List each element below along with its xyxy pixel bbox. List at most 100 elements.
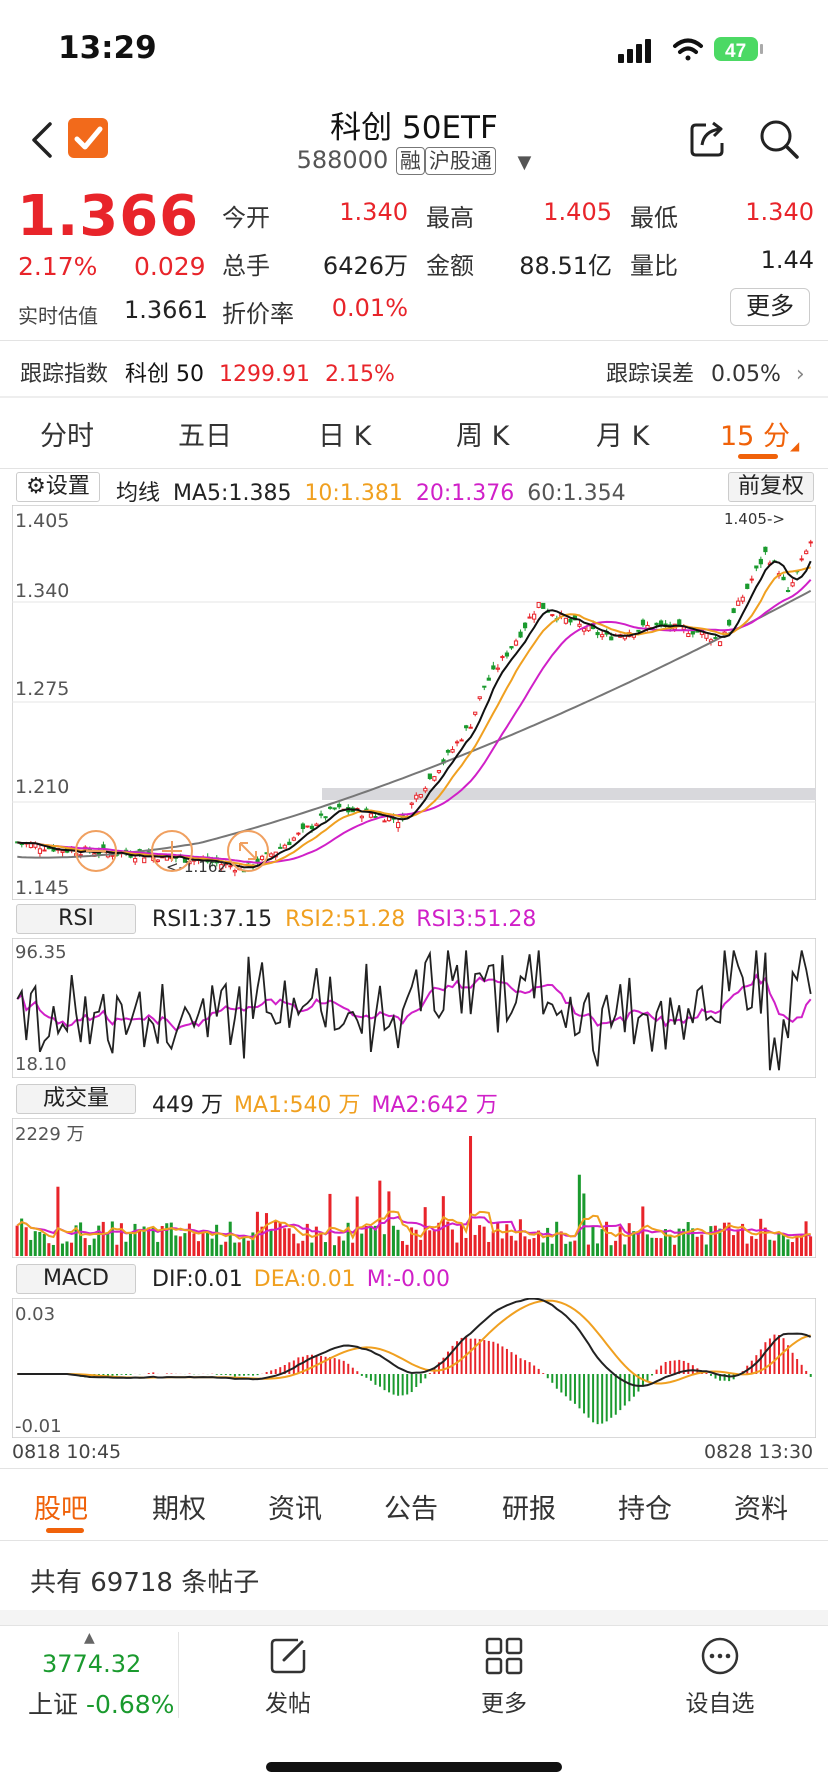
- tab-profile[interactable]: 资料: [734, 1494, 788, 1525]
- index-value[interactable]: 3774.32: [42, 1650, 142, 1678]
- volume-current: 449 万: [152, 1093, 223, 1118]
- macd-m: M:-0.00: [366, 1267, 451, 1292]
- macd-button[interactable]: MACD: [16, 1264, 136, 1294]
- volume-button[interactable]: 成交量: [16, 1084, 136, 1114]
- last-price: 1.366: [17, 184, 200, 249]
- share-icon[interactable]: [688, 119, 728, 159]
- back-icon[interactable]: [28, 120, 58, 160]
- edit-post-icon[interactable]: [268, 1636, 308, 1676]
- more-button[interactable]: 更多: [730, 288, 810, 326]
- macd-top-tick: 0.03: [15, 1304, 55, 1325]
- ellipsis-circle-icon[interactable]: [700, 1636, 740, 1676]
- dropdown-caret-icon[interactable]: ▼: [517, 152, 532, 173]
- tab-daily-k[interactable]: 日 K: [318, 421, 372, 452]
- caret-up-icon: ▲: [84, 1630, 95, 1646]
- time-axis-start: 0818 10:45: [12, 1441, 122, 1463]
- tracking-error[interactable]: 跟踪误差 0.05% ›: [606, 356, 805, 388]
- candlestick-chart[interactable]: 1.405 1.340 1.275 1.210 1.145 1.405-> <-…: [12, 505, 816, 900]
- tracking-error-label: 跟踪误差: [606, 362, 695, 387]
- zoom-in-icon[interactable]: [151, 830, 193, 872]
- ma10-value: 10:1.381: [304, 481, 403, 506]
- rsi-button[interactable]: RSI: [16, 904, 136, 934]
- rsi1-value: RSI1:37.15: [152, 907, 273, 932]
- tracking-error-value: 0.05%: [711, 362, 781, 387]
- amount-value: 88.51亿: [519, 252, 612, 280]
- volume-chart[interactable]: 2229 万: [12, 1118, 816, 1258]
- volume-ma1-line: [16, 1210, 811, 1241]
- divider: [178, 1632, 179, 1718]
- stock-logo-icon: [68, 118, 108, 158]
- divider: [0, 340, 828, 341]
- ma-legend: 均线 MA5:1.385 10:1.381 20:1.376 60:1.354: [116, 475, 626, 507]
- chart-settings-button[interactable]: ⚙设置: [16, 472, 100, 502]
- dif-line: [17, 1298, 812, 1387]
- cellular-signal-icon: [618, 39, 651, 63]
- high-label: 最高: [426, 204, 474, 232]
- ma-label: 均线: [116, 481, 161, 506]
- divider: [0, 1540, 828, 1541]
- premium-value: 0.01%: [331, 294, 408, 322]
- bottom-tab-indicator: [46, 1528, 84, 1533]
- tracking-row[interactable]: 跟踪指数 科创 50 1299.91 2.15%: [20, 356, 395, 388]
- add-watchlist-label[interactable]: 设自选: [685, 1691, 755, 1717]
- ma5-value: MA5:1.385: [173, 481, 292, 506]
- ma5-line: [17, 560, 812, 869]
- volume-ma2: MA2:642 万: [371, 1093, 498, 1118]
- y-tick-4: 1.210: [15, 776, 69, 798]
- tab-caret-icon: ◢: [789, 439, 800, 453]
- open-value: 1.340: [339, 198, 408, 226]
- tab-five-day[interactable]: 五日: [178, 421, 232, 452]
- y-tick-3: 1.275: [15, 678, 69, 700]
- adjust-button[interactable]: 前复权: [728, 472, 814, 502]
- ma60-line: [17, 589, 812, 859]
- index-summary[interactable]: 上证 -0.68%: [28, 1685, 174, 1721]
- macd-dif: DIF:0.01: [152, 1267, 243, 1292]
- tab-guba[interactable]: 股吧: [34, 1494, 88, 1525]
- tab-announcements[interactable]: 公告: [384, 1494, 438, 1525]
- premium-label: 折价率: [222, 300, 294, 328]
- tab-options[interactable]: 期权: [152, 1494, 206, 1525]
- rsi-bottom-tick: 18.10: [15, 1054, 67, 1075]
- tab-holdings[interactable]: 持仓: [618, 1494, 672, 1525]
- tab-weekly-k[interactable]: 周 K: [456, 421, 510, 452]
- ratio-label: 量比: [630, 252, 678, 280]
- chart-nav-buttons[interactable]: [75, 830, 269, 872]
- volume-ma1: MA1:540 万: [234, 1093, 361, 1118]
- grid-menu-icon[interactable]: [484, 1636, 524, 1676]
- tracking-index-name: 科创 50: [125, 362, 205, 387]
- high-marker: 1.405->: [724, 510, 785, 528]
- tab-news[interactable]: 资讯: [268, 1494, 322, 1525]
- status-time: 13:29: [58, 30, 157, 66]
- more-menu-label[interactable]: 更多: [481, 1691, 527, 1717]
- volume-legend: 449 万 MA1:540 万 MA2:642 万: [152, 1087, 498, 1119]
- macd-dea: DEA:0.01: [253, 1267, 356, 1292]
- stock-subtitle[interactable]: 588000 融沪股通 ▼: [0, 146, 828, 175]
- tracking-index-value: 1299.91: [219, 362, 310, 387]
- rsi1-line: [16, 950, 812, 1071]
- rsi-top-tick: 96.35: [15, 942, 67, 963]
- rsi-chart[interactable]: 96.35 18.10: [12, 938, 816, 1078]
- tab-intraday[interactable]: 分时: [40, 421, 94, 452]
- rsi3-value: RSI3:51.28: [416, 907, 537, 932]
- tab-research[interactable]: 研报: [502, 1494, 556, 1525]
- tab-15min[interactable]: 15 分◢: [720, 414, 799, 453]
- zoom-out-icon[interactable]: [75, 830, 117, 872]
- low-marker: <-1.162: [166, 858, 227, 876]
- expand-icon[interactable]: [227, 830, 269, 872]
- gear-icon: ⚙: [26, 474, 46, 499]
- divider: [0, 1468, 828, 1469]
- change-value: 0.029: [134, 252, 206, 281]
- estimate-value: 1.3661: [124, 296, 208, 324]
- time-axis-end: 0828 13:30: [704, 1441, 814, 1463]
- volume-top-tick: 2229 万: [15, 1124, 85, 1145]
- search-icon[interactable]: [758, 118, 800, 160]
- tab-monthly-k[interactable]: 月 K: [596, 421, 650, 452]
- ma20-value: 20:1.376: [415, 481, 515, 506]
- post-button-label[interactable]: 发帖: [265, 1691, 311, 1717]
- y-tick-2: 1.340: [15, 580, 69, 602]
- y-tick-bottom: 1.145: [15, 877, 69, 899]
- home-indicator: [266, 1762, 562, 1772]
- estimate-label: 实时估值: [18, 304, 98, 328]
- macd-chart[interactable]: 0.03 -0.01: [12, 1298, 816, 1438]
- volume-label: 总手: [222, 252, 270, 280]
